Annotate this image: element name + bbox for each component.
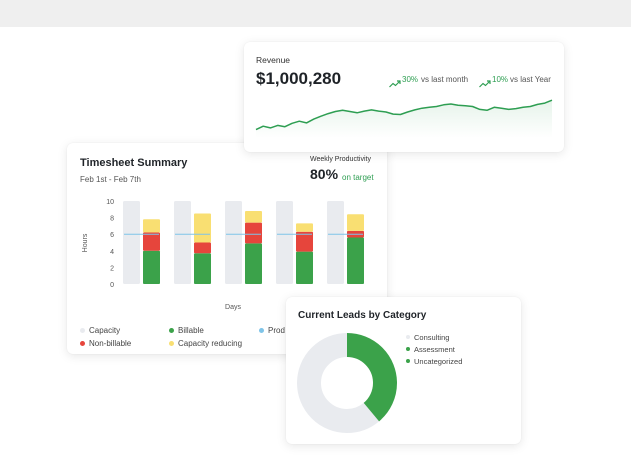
revenue-change-year-pct: 10% <box>492 75 509 84</box>
assessment-slice <box>297 333 397 433</box>
non-billable-bar-segment <box>296 231 313 252</box>
legend-dot <box>259 328 264 333</box>
weekly-productivity-value: 80% <box>310 166 339 182</box>
billable-bar-segment <box>245 243 262 284</box>
revenue-title: Revenue <box>256 55 291 65</box>
legend-label: Consulting <box>414 333 450 342</box>
legend-dot <box>169 341 174 346</box>
trending-up-icon <box>479 75 491 93</box>
legend-dot <box>406 347 410 351</box>
y-tick-label: 10 <box>106 199 114 206</box>
revenue-trend-chart <box>255 99 553 138</box>
legend-label: Uncategorized <box>414 357 463 366</box>
revenue-change-year-label: vs last Year <box>510 75 551 84</box>
revenue-trend-line <box>255 99 553 131</box>
capacity-reducing-bar-segment <box>245 210 262 223</box>
y-tick-label: 4 <box>110 249 114 256</box>
capacity-bar <box>174 201 191 284</box>
billable-bar-segment <box>296 251 313 284</box>
capacity-bar <box>225 201 242 284</box>
y-tick-label: 2 <box>110 265 114 272</box>
timesheet-title: Timesheet Summary <box>80 157 188 169</box>
revenue-amount: $1,000,280 <box>256 69 342 88</box>
capacity-reducing-bar-segment <box>347 214 364 231</box>
capacity-bar <box>276 201 293 284</box>
y-tick-label: 8 <box>110 216 114 223</box>
legend-dot <box>80 328 85 333</box>
revenue-card: Revenue $1,000,280 30% vs last month 10%… <box>244 42 564 152</box>
timesheet-date-range: Feb 1st - Feb 7th <box>80 175 141 184</box>
top-band <box>0 0 631 27</box>
revenue-change-month-pct: 30% <box>402 75 419 84</box>
legend-label: Non-billable <box>89 339 132 348</box>
revenue-trend-area <box>256 100 552 138</box>
current-leads-card: Current Leads by Category Consulting Asse… <box>286 297 521 444</box>
legend-label: Billable <box>178 326 204 335</box>
productivity-status: on target <box>342 173 374 182</box>
legend-label: Prod <box>268 326 285 335</box>
y-tick-label: 6 <box>110 232 114 239</box>
revenue-change-month-label: vs last month <box>421 75 469 84</box>
capacity-reducing-bar-segment <box>194 213 211 243</box>
billable-bar-segment <box>143 250 160 284</box>
weekly-productivity-label: Weekly Productivity <box>310 156 371 163</box>
x-axis-label: Days <box>225 304 241 311</box>
non-billable-bar-segment <box>194 242 211 254</box>
billable-bar-segment <box>347 237 364 284</box>
legend-label: Capacity <box>89 326 121 335</box>
capacity-reducing-bar-segment <box>296 223 313 232</box>
trending-up-icon <box>389 75 401 93</box>
y-tick-label: 0 <box>110 282 114 289</box>
legend-dot <box>406 335 410 339</box>
legend-label: Assessment <box>414 345 455 354</box>
legend-label: Capacity reducing <box>178 339 243 348</box>
leads-donut-chart <box>297 333 397 433</box>
timesheet-summary-card: Timesheet Summary Feb 1st - Feb 7th Week… <box>67 143 387 354</box>
non-billable-bar-segment <box>143 232 160 251</box>
leads-title: Current Leads by Category <box>298 310 427 321</box>
legend-dot <box>80 341 85 346</box>
capacity-bar <box>123 201 140 284</box>
capacity-reducing-bar-segment <box>143 219 160 233</box>
timesheet-chart: 0 2 4 6 8 10 Hours Days <box>82 199 364 311</box>
capacity-bar <box>327 201 344 284</box>
legend-dot <box>406 359 410 363</box>
non-billable-bar-segment <box>245 222 262 244</box>
y-axis-label: Hours <box>82 233 89 252</box>
billable-bar-segment <box>194 253 211 284</box>
legend-dot <box>169 328 174 333</box>
